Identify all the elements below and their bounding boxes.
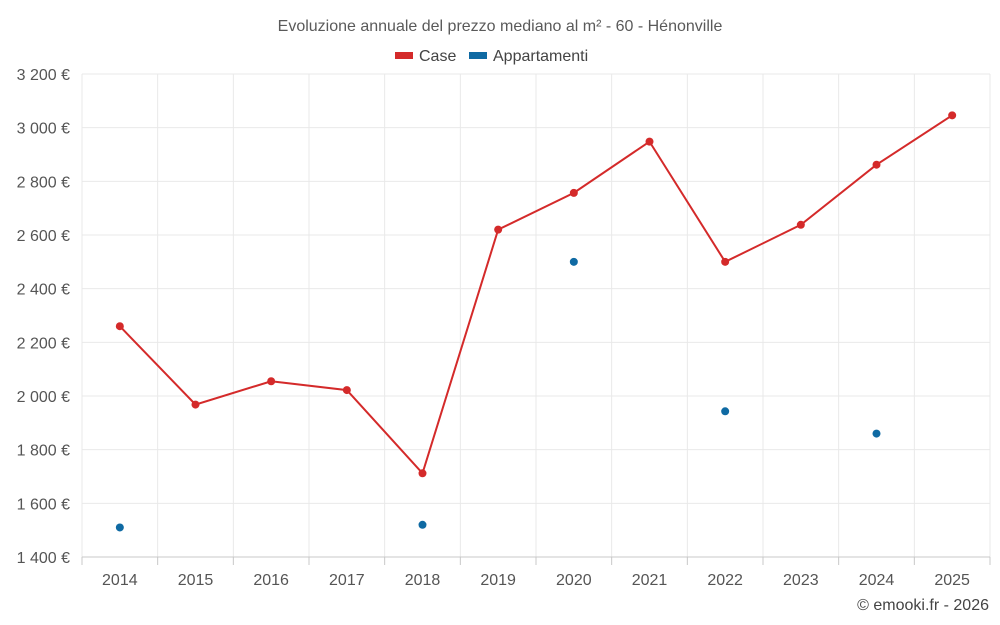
x-tick-label: 2018	[405, 572, 441, 589]
y-tick-label: 3 000 €	[17, 121, 70, 138]
data-point-appartamenti[interactable]	[569, 257, 578, 266]
y-tick-label: 2 200 €	[17, 335, 70, 352]
y-tick-label: 2 800 €	[17, 174, 70, 191]
y-tick-label: 2 600 €	[17, 228, 70, 245]
x-tick-label: 2014	[102, 572, 138, 589]
data-point-case[interactable]	[645, 137, 654, 146]
data-point-appartamenti[interactable]	[721, 407, 730, 416]
data-point-case[interactable]	[418, 469, 427, 478]
legend-item-appartamenti[interactable]: Appartamenti	[469, 48, 588, 65]
x-tick-label: 2022	[707, 572, 743, 589]
data-point-case[interactable]	[115, 322, 124, 331]
x-tick-label: 2024	[859, 572, 895, 589]
data-point-case[interactable]	[796, 220, 805, 229]
x-tick-label: 2021	[632, 572, 668, 589]
x-axis-ticks: 2014 2015 2016 2017 2018 2019 2020 2021 2022 2023…	[81, 557, 991, 589]
data-point-appartamenti[interactable]	[418, 520, 427, 529]
y-tick-label: 1 600 €	[17, 496, 70, 513]
y-tick-label: 2 400 €	[17, 282, 70, 299]
data-point-appartamenti[interactable]	[115, 523, 124, 532]
data-point-case[interactable]	[191, 400, 200, 409]
data-point-case[interactable]	[569, 188, 578, 197]
data-point-case[interactable]	[494, 225, 503, 234]
x-tick-label: 2019	[480, 572, 516, 589]
y-tick-label: 1 400 €	[17, 550, 70, 567]
legend: Case Appartamenti	[395, 48, 588, 65]
data-point-case[interactable]	[342, 386, 351, 395]
legend-swatch-case	[395, 52, 413, 59]
y-tick-label: 3 200 €	[17, 67, 70, 84]
data-point-case[interactable]	[872, 160, 881, 169]
legend-item-case[interactable]: Case	[395, 48, 456, 65]
x-tick-label: 2025	[934, 572, 970, 589]
y-axis-ticks: 1 400 € 1 600 € 1 800 € 2 000 € 2 200 € 2 400…	[17, 67, 70, 567]
data-point-case[interactable]	[267, 377, 276, 386]
series-case	[115, 111, 957, 478]
data-point-appartamenti[interactable]	[872, 429, 881, 438]
series-line-case	[119, 114, 953, 476]
data-point-case[interactable]	[948, 111, 957, 120]
x-tick-label: 2017	[329, 572, 365, 589]
x-tick-label: 2016	[253, 572, 289, 589]
series-layer	[115, 111, 957, 532]
x-tick-label: 2023	[783, 572, 819, 589]
credit-text: © emooki.fr - 2026	[857, 597, 989, 614]
x-tick-label: 2020	[556, 572, 592, 589]
x-tick-label: 2015	[178, 572, 214, 589]
legend-swatch-appartamenti	[469, 52, 487, 59]
legend-label-case: Case	[419, 48, 456, 65]
data-point-case[interactable]	[721, 257, 730, 266]
y-tick-label: 1 800 €	[17, 443, 70, 460]
chart-title: Evoluzione annuale del prezzo mediano al…	[278, 18, 723, 35]
series-appartamenti	[115, 257, 881, 532]
y-tick-label: 2 000 €	[17, 389, 70, 406]
legend-label-appartamenti: Appartamenti	[493, 48, 588, 65]
grid	[81, 73, 991, 558]
